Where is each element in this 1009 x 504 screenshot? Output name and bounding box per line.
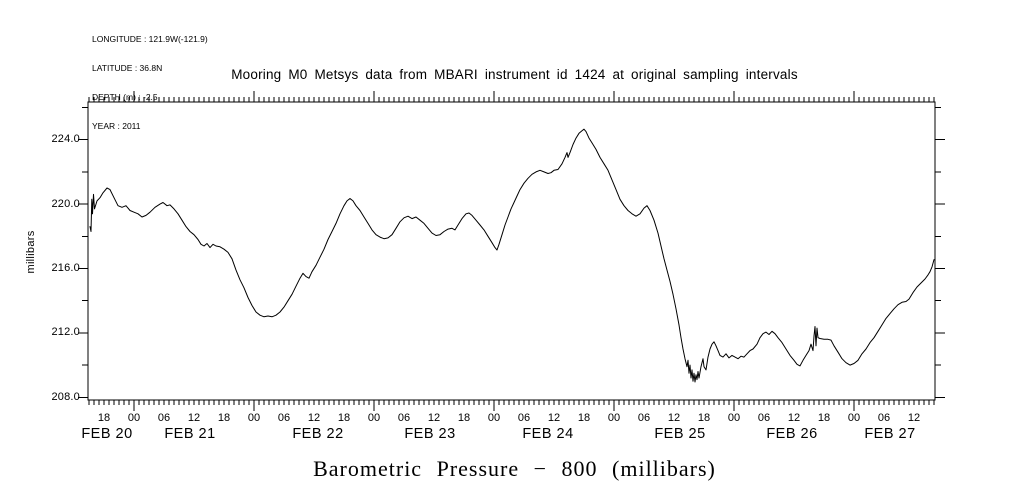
x-hour-label: 18	[457, 412, 471, 424]
x-hour-label: 18	[697, 412, 711, 424]
metadata-block: LONGITUDE : 121.9W(-121.9) LATITUDE : 36…	[92, 16, 208, 150]
x-hour-label: 00	[607, 412, 621, 424]
x-hour-label: 18	[217, 412, 231, 424]
x-hour-label: 18	[97, 412, 111, 424]
y-tick-label: 208.0	[51, 390, 80, 403]
x-hour-label: 12	[187, 412, 201, 424]
plot-frame	[87, 101, 936, 401]
x-hour-label: 12	[787, 412, 801, 424]
x-hour-label: 06	[397, 412, 411, 424]
metadata-longitude: LONGITUDE : 121.9W(-121.9)	[92, 34, 208, 45]
x-date-label: FEB 20	[81, 426, 133, 442]
x-hour-label: 12	[667, 412, 681, 424]
x-hour-label: 18	[577, 412, 591, 424]
x-date-label: FEB 24	[522, 426, 574, 442]
x-hour-label: 12	[547, 412, 561, 424]
x-hour-label: 00	[247, 412, 261, 424]
x-date-label: FEB 23	[404, 426, 456, 442]
y-tick-label: 224.0	[51, 133, 80, 146]
y-tick-label: 212.0	[51, 326, 80, 339]
metadata-year: YEAR : 2011	[92, 120, 141, 131]
x-hour-label: 06	[517, 412, 531, 424]
x-hour-label: 06	[277, 412, 291, 424]
x-axis-title: Barometric Pressure − 800 (millibars)	[313, 456, 716, 481]
x-hour-label: 00	[367, 412, 381, 424]
y-tick-label: 220.0	[51, 197, 80, 210]
x-date-label: FEB 27	[864, 426, 916, 442]
x-hour-label: 18	[817, 412, 831, 424]
chart-title: Mooring M0 Metsys data from MBARI instru…	[231, 67, 798, 82]
x-hour-label: 18	[337, 412, 351, 424]
metadata-depth: DEPTH (m) : -2.5	[92, 91, 158, 102]
x-hour-label: 00	[727, 412, 741, 424]
pressure-line	[89, 128, 935, 383]
x-hour-label: 06	[877, 412, 891, 424]
x-hour-label: 00	[487, 412, 501, 424]
x-hour-label: 06	[757, 412, 771, 424]
y-tick-label: 216.0	[51, 262, 80, 274]
x-hour-label: 12	[427, 412, 441, 424]
x-hour-label: 06	[637, 412, 651, 424]
x-hour-label: 00	[847, 412, 861, 424]
x-date-label: FEB 22	[292, 426, 344, 442]
x-hour-label: 12	[907, 412, 921, 424]
x-date-label: FEB 26	[766, 426, 818, 442]
x-hour-label: 00	[127, 412, 141, 424]
metadata-latitude: LATITUDE : 36.8N	[92, 62, 163, 73]
x-date-label: FEB 21	[164, 426, 216, 442]
x-hour-label: 12	[307, 412, 321, 424]
x-date-label: FEB 25	[654, 426, 706, 442]
x-hour-label: 06	[157, 412, 171, 424]
